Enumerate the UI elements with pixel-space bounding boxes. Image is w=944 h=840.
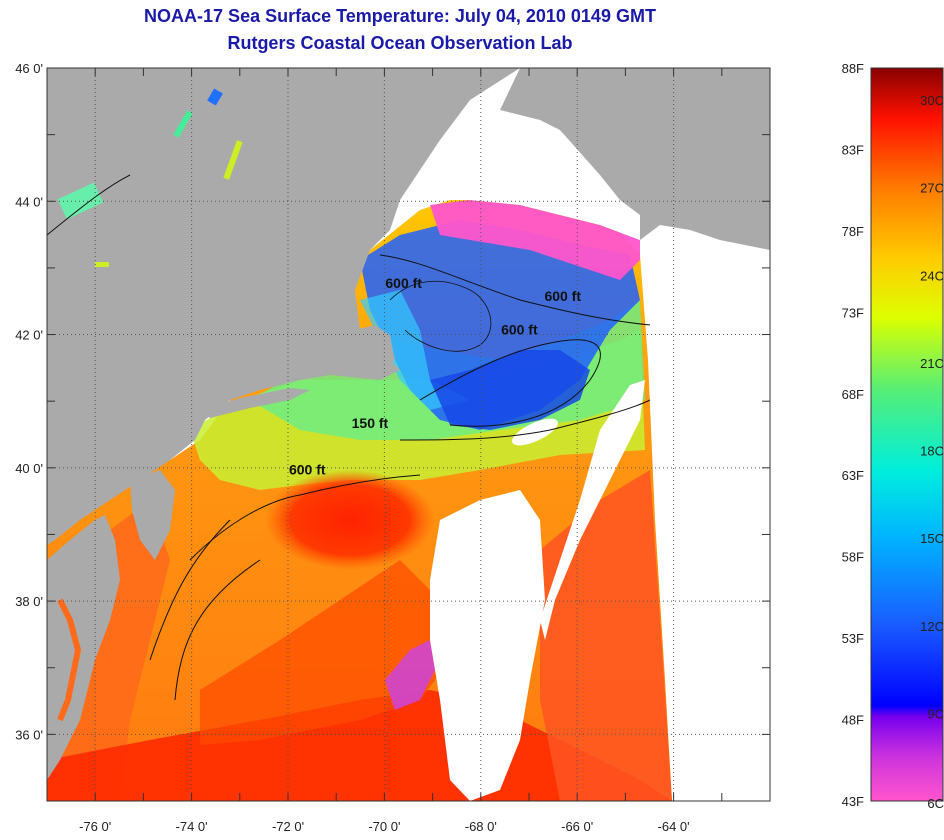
depth-contour-gom bbox=[389, 280, 492, 352]
tick-marks bbox=[46, 67, 771, 802]
lake-patch bbox=[173, 110, 193, 138]
cloud-gom bbox=[440, 110, 640, 240]
colorbar-f-label: 63F bbox=[842, 468, 864, 483]
land-ns-peninsula bbox=[560, 110, 745, 215]
lat-tick-label: 46 0' bbox=[15, 61, 43, 76]
contour-labels: 600 ft 600 ft 600 ft 150 ft 600 ft bbox=[289, 275, 581, 478]
depth-contour-label: 600 ft bbox=[544, 288, 581, 304]
depth-contour-label: 150 ft bbox=[352, 415, 389, 431]
depth-contour-150 bbox=[399, 399, 651, 441]
cloud-patch bbox=[430, 490, 545, 801]
colorbar-f-label: 73F bbox=[842, 305, 864, 320]
cloud-small bbox=[512, 418, 558, 446]
lon-tick-label: -74 0' bbox=[176, 819, 208, 834]
longitude-labels: -76 0' -74 0' -72 0' -70 0' -68 0' -66 0' -64 … bbox=[79, 819, 690, 834]
gulf-stream-inner bbox=[200, 560, 450, 745]
land-us bbox=[47, 68, 520, 545]
depth-contour-600 bbox=[189, 474, 421, 561]
colorbar-c-label: 24C bbox=[920, 268, 944, 283]
lake-patch bbox=[57, 182, 104, 220]
colorbar-fahrenheit-labels: 88F 83F 78F 73F 68F 63F 58F 53F 48F 43F bbox=[842, 61, 864, 809]
colorbar-f-label: 88F bbox=[842, 61, 864, 76]
lake-patch bbox=[207, 88, 223, 106]
colorbar-gradient bbox=[870, 67, 944, 802]
map-subtitle: Rutgers Coastal Ocean Observation Lab bbox=[227, 33, 573, 53]
colorbar-f-label: 58F bbox=[842, 550, 864, 565]
lake-patch bbox=[223, 140, 243, 180]
lon-tick-label: -70 0' bbox=[368, 819, 400, 834]
lat-tick-label: 38 0' bbox=[15, 594, 43, 609]
georges-bank bbox=[430, 350, 590, 430]
colorbar-c-label: 15C bbox=[920, 531, 944, 546]
cold-upwelling bbox=[430, 200, 640, 280]
colorbar-c-label: 21C bbox=[920, 356, 944, 371]
depth-contour-label: 600 ft bbox=[289, 461, 326, 477]
lon-tick-label: -76 0' bbox=[79, 819, 111, 834]
depth-contour-label: 600 ft bbox=[385, 275, 422, 291]
colorbar-c-label: 30C bbox=[920, 93, 944, 108]
colorbar-c-label: 9C bbox=[927, 706, 944, 721]
depth-contour-600 bbox=[174, 559, 261, 701]
gulf-stream bbox=[47, 690, 672, 801]
land-cape-cod bbox=[355, 325, 395, 370]
warm-eddy bbox=[265, 470, 435, 570]
colorbar-f-label: 53F bbox=[842, 631, 864, 646]
lon-tick-label: -68 0' bbox=[465, 819, 497, 834]
depth-contour-600 bbox=[47, 174, 131, 236]
lon-tick-label: -72 0' bbox=[272, 819, 304, 834]
colorbar-f-label: 83F bbox=[842, 142, 864, 157]
colorbar-f-label: 68F bbox=[842, 387, 864, 402]
lon-tick-label: -66 0' bbox=[561, 819, 593, 834]
colorbar-c-label: 18C bbox=[920, 444, 944, 459]
lat-tick-label: 44 0' bbox=[15, 194, 43, 209]
colorbar-f-label: 78F bbox=[842, 224, 864, 239]
colorbar-f-label: 48F bbox=[842, 713, 864, 728]
map-frame bbox=[46, 67, 771, 802]
map-area bbox=[47, 68, 770, 801]
land-long-island bbox=[200, 388, 310, 418]
lat-tick-label: 40 0' bbox=[15, 461, 43, 476]
colorbar-c-label: 6C bbox=[927, 796, 944, 811]
chesapeake-bay bbox=[57, 598, 82, 722]
depth-contour-150 bbox=[149, 519, 231, 661]
depth-contour-600 bbox=[419, 339, 601, 427]
colorbar-c-label: 27C bbox=[920, 181, 944, 196]
cold-streak bbox=[385, 640, 440, 710]
lon-tick-label: -64 0' bbox=[658, 819, 690, 834]
map-title: NOAA-17 Sea Surface Temperature: July 04… bbox=[144, 6, 656, 26]
land-nj bbox=[130, 470, 175, 560]
lat-tick-label: 42 0' bbox=[15, 328, 43, 343]
depth-contour-600 bbox=[379, 254, 651, 326]
colorbar: 88F 83F 78F 73F 68F 63F 58F 53F 48F 43F 30C 27C 24C… bbox=[842, 61, 944, 811]
colorbar-celsius-labels: 30C 27C 24C 21C 18C 15C 12C 9C 6C bbox=[920, 93, 944, 811]
lat-tick-label: 36 0' bbox=[15, 727, 43, 742]
lake-patch bbox=[95, 262, 109, 267]
cyan-band bbox=[360, 290, 470, 410]
colorbar-f-label: 43F bbox=[842, 794, 864, 809]
cloud-streak bbox=[540, 380, 645, 640]
latitude-labels: 46 0' 44 0' 42 0' 40 0' 38 0' 36 0' bbox=[15, 61, 43, 742]
depth-contour-label: 600 ft bbox=[501, 322, 538, 338]
colorbar-c-label: 12C bbox=[920, 619, 944, 634]
